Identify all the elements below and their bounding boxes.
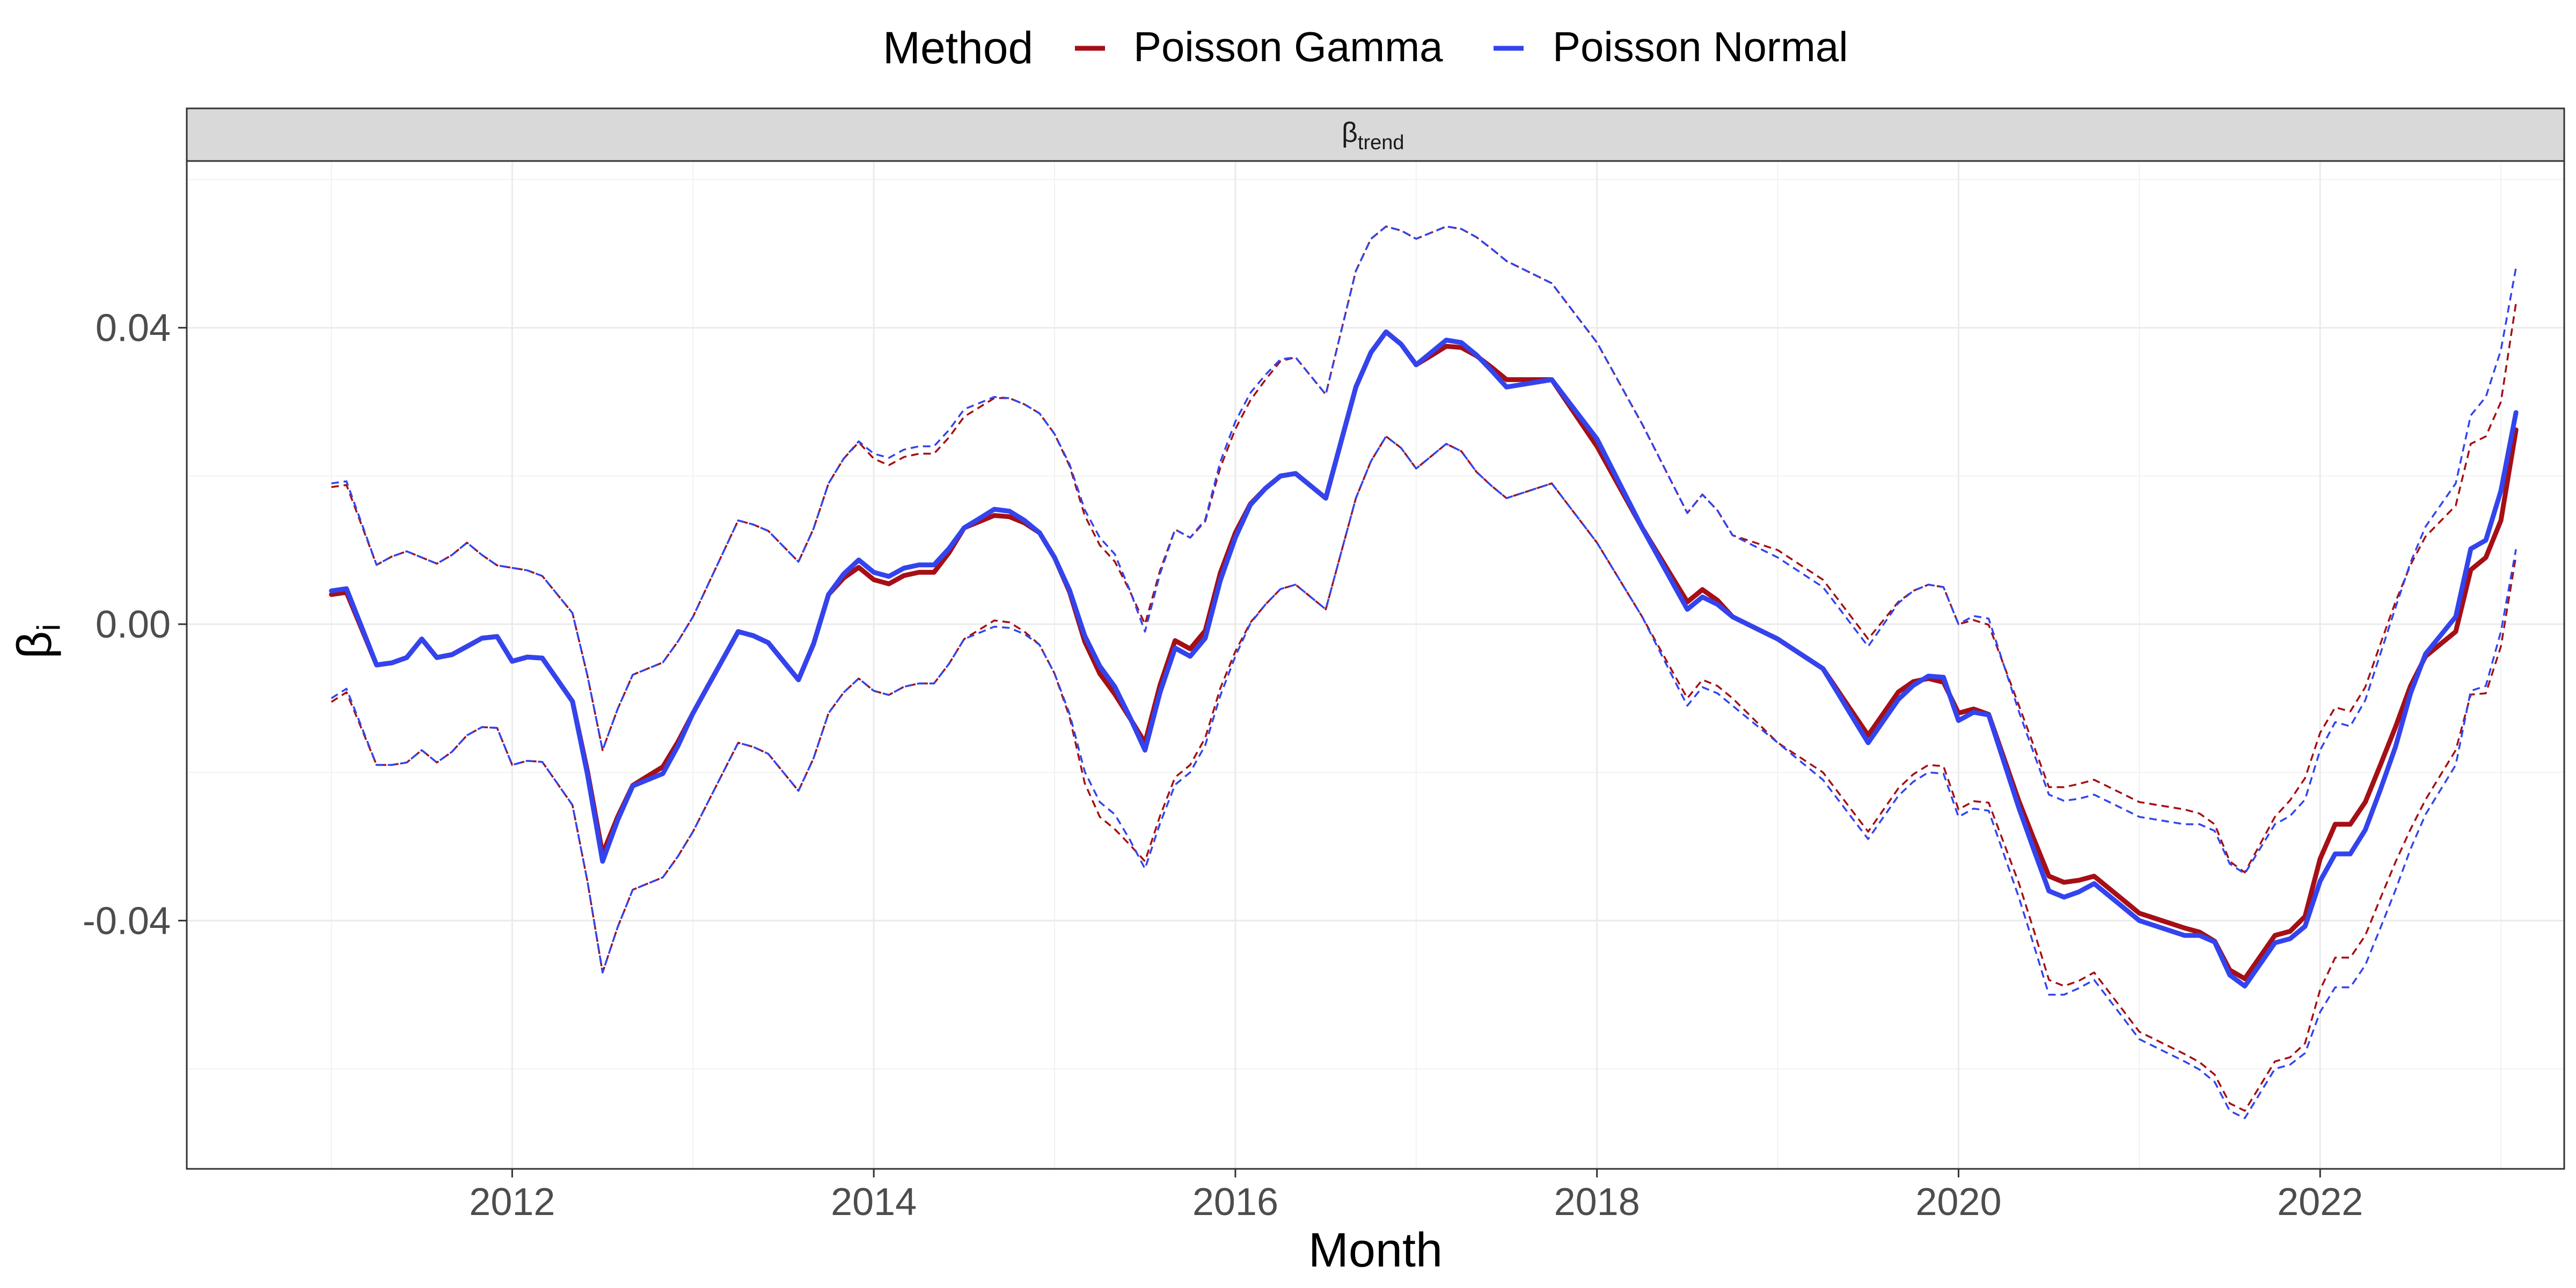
ci-lower-poisson-normal xyxy=(331,435,2517,1119)
svg-text:βi: βi xyxy=(8,624,67,658)
ci-upper-poisson-gamma xyxy=(331,225,2517,874)
legend-label-poisson-normal: Poisson Normal xyxy=(1553,23,1848,70)
ci-upper-poisson-normal xyxy=(331,225,2517,875)
facet-strip: βtrend xyxy=(186,107,2565,162)
y-tick-label: 0.04 xyxy=(96,307,171,350)
series-line-poisson-normal xyxy=(329,329,2519,989)
y-axis-title-subscript: i xyxy=(31,624,67,631)
x-tick-label: 2018 xyxy=(1554,1181,1640,1224)
plot-panel xyxy=(187,161,2564,1169)
confidence-bands xyxy=(331,225,2517,1119)
gridlines xyxy=(187,161,2564,1169)
axis-ticks: 2012 2014 2016 2018 2020 2022 -0.04 0.00 0.04 xyxy=(83,307,2363,1224)
legend: Method Poisson Gamma Poisson Normal xyxy=(883,23,1848,73)
facet-strip-subscript: trend xyxy=(1358,131,1404,154)
y-tick-label: 0.00 xyxy=(96,603,171,646)
facet-strip-background xyxy=(186,107,2565,162)
x-axis-title: Month xyxy=(1308,1224,1443,1277)
y-axis-title-symbol: β xyxy=(8,631,62,659)
y-axis-title: βi xyxy=(8,624,67,658)
legend-title: Method xyxy=(883,23,1033,73)
x-tick-label: 2014 xyxy=(831,1181,917,1224)
series-lines xyxy=(329,329,2519,989)
x-tick-label: 2016 xyxy=(1192,1181,1278,1224)
x-tick-label: 2012 xyxy=(469,1181,555,1224)
x-tick-label: 2020 xyxy=(1915,1181,2001,1224)
plot-panel-border xyxy=(186,160,2565,1170)
facet-strip-label: βtrend xyxy=(1342,117,1404,154)
facet-strip-symbol: β xyxy=(1342,117,1358,148)
x-tick-label: 2022 xyxy=(2277,1181,2363,1224)
y-tick-label: -0.04 xyxy=(83,899,171,942)
legend-label-poisson-gamma: Poisson Gamma xyxy=(1133,23,1443,70)
